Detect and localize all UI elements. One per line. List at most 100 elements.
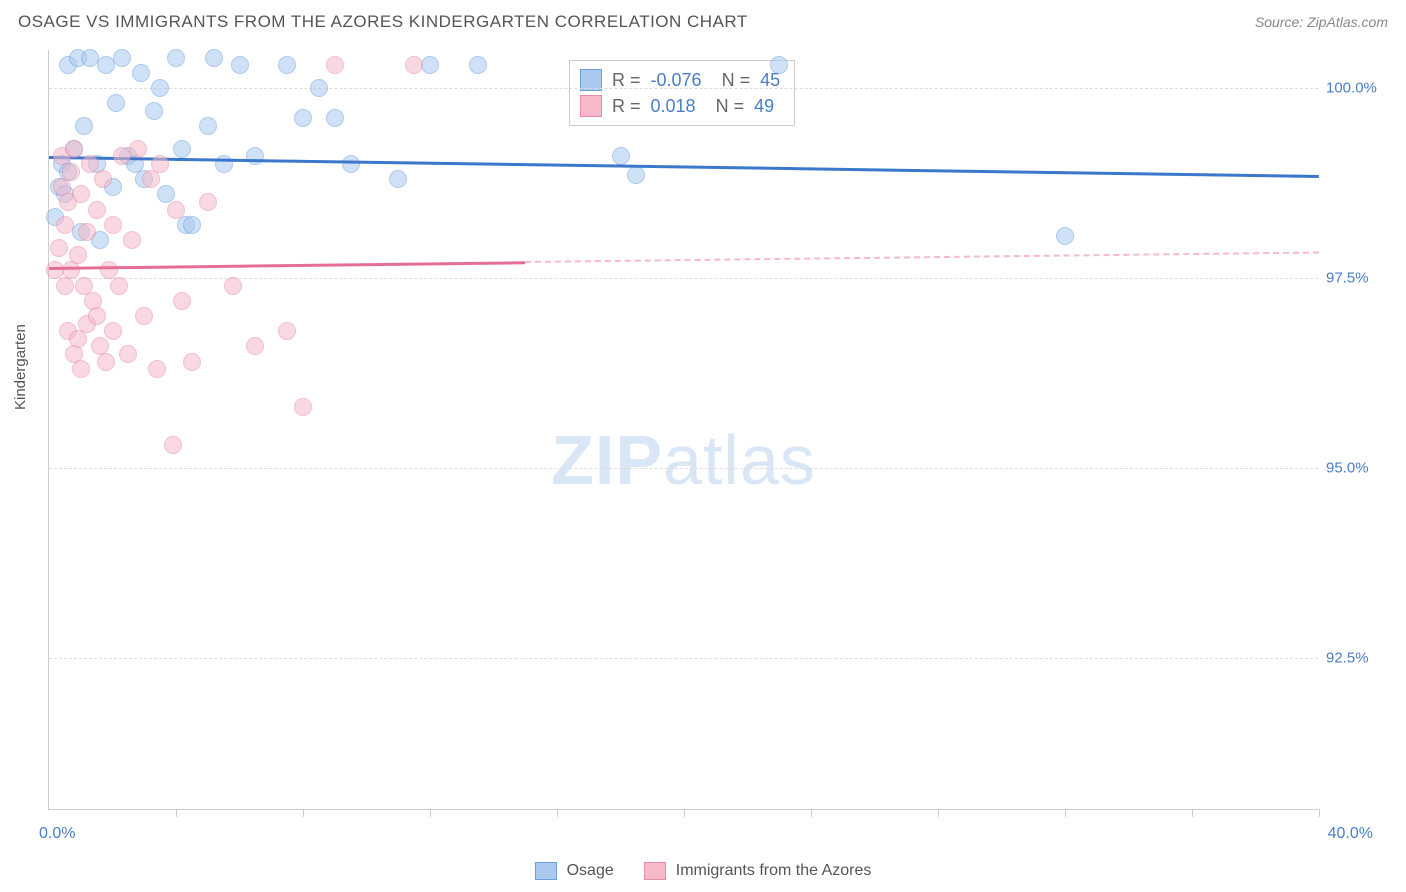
legend-swatch-azores (644, 862, 666, 880)
data-point (173, 140, 191, 158)
legend-n-label: N = (712, 67, 751, 93)
x-tick (176, 809, 177, 817)
x-tick (938, 809, 939, 817)
chart-plot-area: R = -0.076 N = 45 R = 0.018 N = 49 ZIPat… (48, 50, 1318, 810)
data-point (50, 239, 68, 257)
bottom-legend-label-azores: Immigrants from the Azores (676, 858, 872, 884)
x-tick (684, 809, 685, 817)
data-point (183, 353, 201, 371)
data-point (107, 94, 125, 112)
data-point (183, 216, 201, 234)
data-point (199, 193, 217, 211)
data-point (405, 56, 423, 74)
source-label: Source: ZipAtlas.com (1255, 14, 1388, 30)
data-point (97, 353, 115, 371)
legend-r-value-azores: 0.018 (651, 93, 696, 119)
bottom-legend-osage: Osage (535, 858, 614, 884)
data-point (278, 56, 296, 74)
bottom-legend: Osage Immigrants from the Azores (0, 858, 1406, 884)
data-point (310, 79, 328, 97)
legend-swatch-osage (535, 862, 557, 880)
legend-r-label: R = (612, 67, 641, 93)
trend-line (525, 251, 1319, 262)
data-point (88, 201, 106, 219)
trend-line (49, 156, 1319, 178)
legend-row-azores: R = 0.018 N = 49 (580, 93, 780, 119)
data-point (326, 56, 344, 74)
data-point (173, 292, 191, 310)
data-point (88, 307, 106, 325)
x-tick (1192, 809, 1193, 817)
data-point (62, 163, 80, 181)
data-point (123, 231, 141, 249)
x-tick (1319, 809, 1320, 817)
data-point (119, 345, 137, 363)
y-tick-label: 92.5% (1326, 650, 1396, 667)
x-tick (303, 809, 304, 817)
x-tick (557, 809, 558, 817)
data-point (342, 155, 360, 173)
gridline (49, 658, 1318, 659)
data-point (94, 170, 112, 188)
data-point (278, 322, 296, 340)
y-tick-label: 100.0% (1326, 80, 1396, 97)
data-point (246, 147, 264, 165)
data-point (135, 307, 153, 325)
data-point (326, 109, 344, 127)
data-point (78, 223, 96, 241)
y-axis-label: Kindergarten (12, 324, 29, 410)
data-point (294, 398, 312, 416)
data-point (627, 166, 645, 184)
data-point (132, 64, 150, 82)
legend-row-osage: R = -0.076 N = 45 (580, 67, 780, 93)
data-point (246, 337, 264, 355)
x-axis-min-label: 0.0% (39, 825, 75, 843)
data-point (167, 201, 185, 219)
data-point (151, 79, 169, 97)
data-point (770, 56, 788, 74)
data-point (199, 117, 217, 135)
data-point (69, 330, 87, 348)
legend-r-label: R = (612, 93, 641, 119)
bottom-legend-azores: Immigrants from the Azores (644, 858, 872, 884)
x-tick (430, 809, 431, 817)
data-point (142, 170, 160, 188)
legend-swatch-azores (580, 95, 602, 117)
data-point (104, 322, 122, 340)
data-point (69, 246, 87, 264)
data-point (75, 117, 93, 135)
x-tick (811, 809, 812, 817)
data-point (72, 360, 90, 378)
data-point (65, 140, 83, 158)
data-point (56, 216, 74, 234)
data-point (72, 185, 90, 203)
x-tick (1065, 809, 1066, 817)
data-point (205, 49, 223, 67)
data-point (612, 147, 630, 165)
data-point (148, 360, 166, 378)
data-point (110, 277, 128, 295)
data-point (104, 216, 122, 234)
data-point (224, 277, 242, 295)
data-point (145, 102, 163, 120)
bottom-legend-label-osage: Osage (567, 858, 614, 884)
data-point (389, 170, 407, 188)
legend-r-value-osage: -0.076 (651, 67, 702, 93)
data-point (231, 56, 249, 74)
y-tick-label: 95.0% (1326, 460, 1396, 477)
data-point (81, 155, 99, 173)
correlation-legend: R = -0.076 N = 45 R = 0.018 N = 49 (569, 60, 795, 126)
chart-title: OSAGE VS IMMIGRANTS FROM THE AZORES KIND… (18, 12, 748, 32)
x-axis-max-label: 40.0% (1328, 825, 1373, 843)
data-point (1056, 227, 1074, 245)
data-point (129, 140, 147, 158)
legend-n-label: N = (706, 93, 745, 119)
data-point (167, 49, 185, 67)
watermark: ZIPatlas (551, 420, 816, 500)
y-tick-label: 97.5% (1326, 270, 1396, 287)
gridline (49, 88, 1318, 89)
data-point (164, 436, 182, 454)
gridline (49, 468, 1318, 469)
legend-n-value-azores: 49 (754, 93, 774, 119)
data-point (294, 109, 312, 127)
